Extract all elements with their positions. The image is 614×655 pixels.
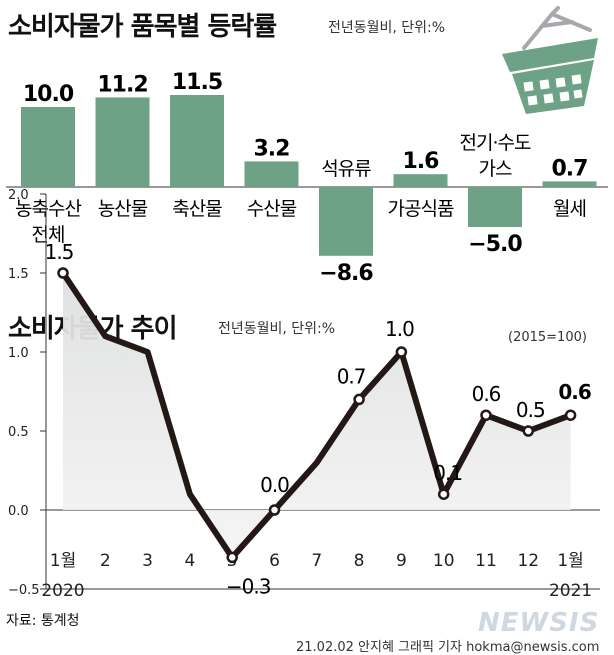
point-value-label-0: 1.5 (45, 240, 74, 264)
bar-value-label-1: 11.2 (97, 72, 147, 97)
year-label-12: 2021 (549, 581, 592, 601)
y-tick-label-3: 0.5 (8, 425, 29, 440)
data-point-9 (437, 488, 450, 500)
bar-5 (393, 174, 448, 187)
cpi-trend-line-chart: 2.01.51.00.50.0−0.51월2020234567891011121… (8, 188, 600, 601)
y-tick-label-1: 1.5 (8, 267, 29, 282)
bar-category-label-3: 수산물 (247, 198, 297, 220)
data-point-10 (480, 409, 492, 421)
top-chart-title: 소비자물가 품목별 등락률 (8, 12, 277, 42)
bar-category-label-4: 석유류 (321, 158, 371, 180)
y-tick-label-4: 0.0 (8, 504, 29, 519)
point-value-label-5: 0.0 (260, 473, 289, 497)
bar-value-label-2: 11.5 (172, 70, 222, 95)
x-tick-label-12: 1월 (557, 551, 583, 571)
bar-1 (95, 97, 150, 187)
point-value-label-10: 0.6 (472, 382, 501, 406)
x-tick-label-1: 2 (100, 551, 111, 571)
year-label-0: 2020 (41, 581, 84, 601)
data-point-5 (268, 504, 281, 516)
x-tick-label-5: 6 (269, 551, 280, 571)
shopping-basket-icon (502, 6, 598, 114)
bar-category-label-7: 월세 (553, 198, 586, 220)
x-tick-label-9: 10 (433, 551, 455, 571)
bar-category-label-0: 농축수산 (15, 198, 81, 220)
point-value-label-9: 0.1 (433, 461, 462, 485)
point-value-label-11: 0.5 (516, 398, 545, 422)
point-value-label-4: −0.3 (226, 574, 271, 598)
source-note: 자료: 통계청 (6, 613, 80, 629)
x-tick-label-10: 11 (475, 551, 497, 571)
bar-2 (170, 95, 224, 187)
y-tick-label-2: 1.0 (8, 346, 29, 361)
y-tick-label-0: 2.0 (8, 188, 29, 203)
data-point-0 (57, 267, 69, 279)
bar-value-label-7: 0.7 (552, 156, 588, 181)
x-tick-label-8: 9 (396, 551, 407, 571)
watermark: NEWSIS (478, 608, 600, 638)
x-tick-label-11: 12 (517, 551, 539, 571)
x-tick-label-3: 4 (184, 551, 195, 571)
data-point-11 (522, 425, 535, 437)
bar-category-label-1: 농산물 (98, 198, 148, 220)
bar-category-label-0: 전체 (32, 224, 65, 246)
base-year-note: (2015=100) (508, 330, 587, 345)
x-tick-label-7: 8 (354, 551, 365, 571)
data-point-8 (395, 346, 408, 358)
bar-6 (468, 187, 522, 227)
data-point-4 (226, 551, 238, 564)
point-value-label-7: 0.7 (337, 364, 366, 388)
y-tick-label-5: −0.5 (8, 583, 40, 598)
data-point-7 (353, 393, 365, 406)
top-chart-unit: 전년동월비, 단위:% (328, 20, 446, 36)
bar-7 (542, 181, 597, 187)
point-value-label-12: 0.6 (558, 380, 591, 404)
bar-0 (21, 107, 75, 187)
bottom-chart-unit: 전년동월비, 단위:% (218, 321, 336, 337)
bar-4 (319, 187, 373, 256)
bar-category-label-2: 축산물 (172, 198, 222, 220)
data-point-12 (564, 409, 577, 421)
credit-line: 21.02.02 안지혜 그래픽 기자 hokma@newsis.com (296, 640, 600, 655)
bar-category-label-6: 전기·수도 (460, 132, 531, 154)
bar-value-label-3: 3.2 (254, 136, 290, 161)
x-tick-label-2: 3 (142, 551, 153, 571)
bar-value-label-6: −5.0 (468, 232, 522, 257)
x-tick-label-6: 7 (311, 551, 322, 571)
bar-value-label-4: −8.6 (319, 261, 373, 286)
bar-3 (244, 161, 299, 187)
bar-category-label-6: 가스 (479, 158, 512, 180)
point-value-label-8: 1.0 (385, 317, 414, 341)
bar-value-label-5: 1.6 (403, 149, 440, 174)
x-tick-label-0: 1월 (50, 551, 76, 571)
bar-category-label-5: 가공식품 (388, 198, 454, 220)
bar-value-label-0: 10.0 (23, 82, 74, 107)
